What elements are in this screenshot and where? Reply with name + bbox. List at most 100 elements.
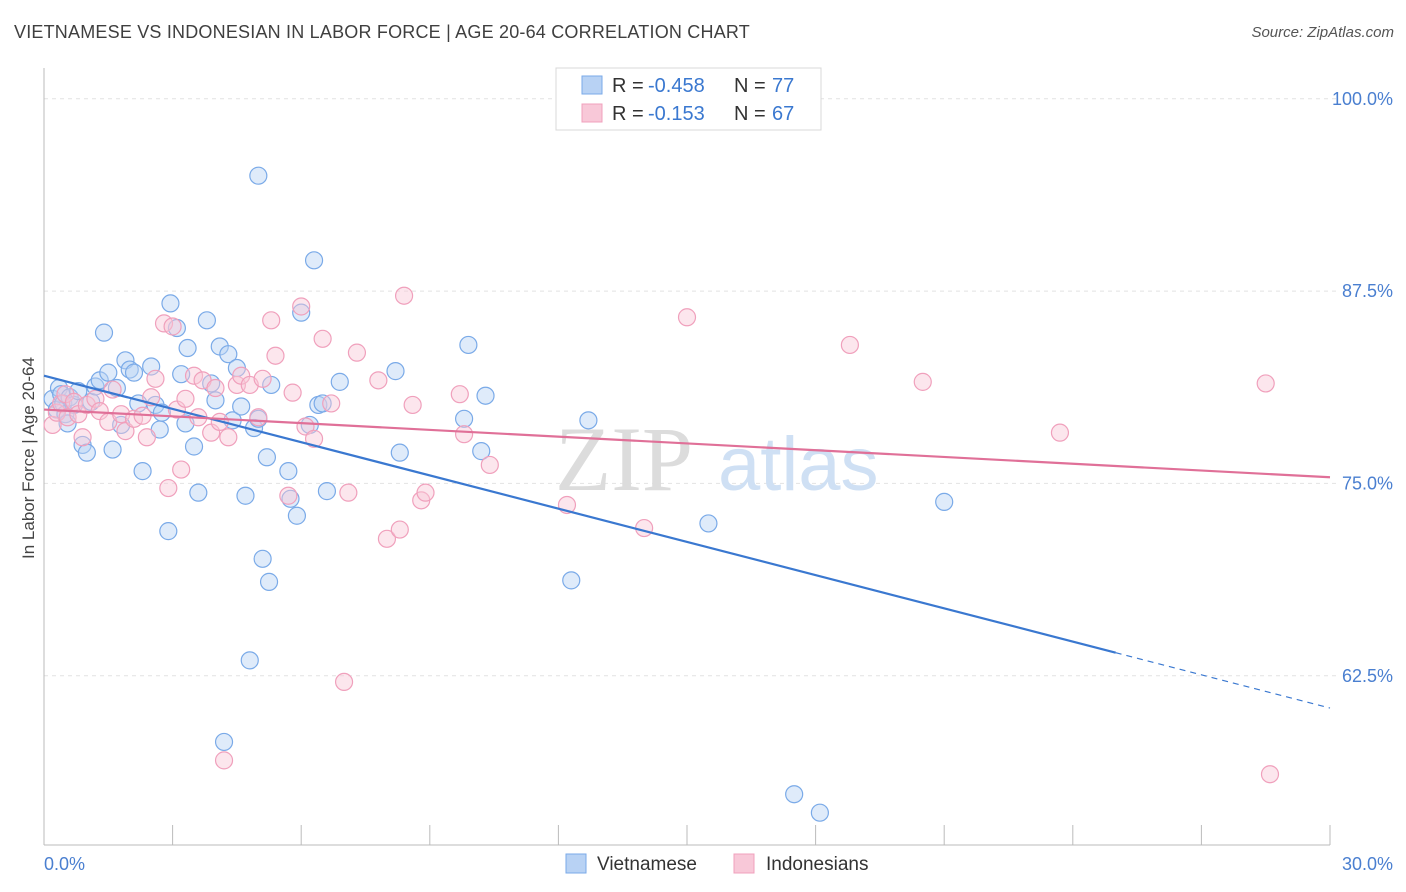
vietnamese-point xyxy=(562,571,581,590)
indonesians-point xyxy=(214,751,234,770)
vietnamese-point xyxy=(579,411,598,430)
chart-source: Source: ZipAtlas.com xyxy=(1251,24,1394,41)
indonesians-point xyxy=(322,394,341,413)
indonesians-point xyxy=(262,311,281,330)
y-tick-label: 62.5% xyxy=(1342,666,1393,686)
vietnamese-point xyxy=(206,391,225,410)
indonesians-point xyxy=(137,428,156,447)
vietnamese-point xyxy=(317,482,337,501)
legend-series-name: Vietnamese xyxy=(597,854,697,875)
vietnamese-point xyxy=(281,489,300,508)
indonesians-point xyxy=(369,371,388,390)
vietnamese-point xyxy=(292,303,311,322)
y-tick-label: 100.0% xyxy=(1332,89,1393,109)
indonesians-point xyxy=(913,372,932,391)
indonesians-point xyxy=(416,483,435,502)
x-tick-labels: 0.0% 30.0% xyxy=(44,854,1393,874)
indonesians-point xyxy=(206,378,225,398)
indonesians-point xyxy=(279,486,298,505)
axes xyxy=(43,68,1331,846)
vietnamese-point xyxy=(161,294,180,313)
legend-r-label: R = xyxy=(612,75,644,97)
vietnamese-point xyxy=(454,409,474,428)
legend-r-label: R = xyxy=(612,103,644,125)
indonesians-point xyxy=(176,389,195,408)
indonesians-point xyxy=(454,425,474,444)
indonesians-point xyxy=(1050,423,1070,442)
vietnamese-point xyxy=(232,397,251,416)
indonesians-point xyxy=(47,403,66,422)
legend-n-label: N = xyxy=(734,75,766,97)
legend-r-value: -0.458 xyxy=(648,75,705,97)
vietnamese-point xyxy=(810,803,829,822)
indonesians-point xyxy=(146,369,165,388)
x-tick-label: 30.0% xyxy=(1342,854,1393,874)
vietnamese-point xyxy=(472,442,491,461)
vietnamese-point xyxy=(240,651,259,670)
stats-legend: R = -0.458 N = 77 R = -0.153 N = 67 xyxy=(555,67,822,131)
vietnamese-point xyxy=(785,785,804,804)
watermark-zip: ZIP xyxy=(555,408,693,510)
legend-series-name: Indonesians xyxy=(766,854,868,875)
legend-swatch xyxy=(733,853,755,874)
vietnamese-point xyxy=(197,311,216,330)
vietnamese-point xyxy=(699,514,718,533)
legend-swatch xyxy=(581,103,603,123)
legend-n-value: 67 xyxy=(772,103,794,125)
vietnamese-point xyxy=(178,338,197,358)
indonesians-point xyxy=(347,343,367,362)
indonesians-point xyxy=(394,286,414,305)
vietnamese-point xyxy=(77,443,96,462)
indonesians-point xyxy=(116,422,135,441)
indonesians-point xyxy=(304,429,324,448)
vietnamese-point xyxy=(189,483,208,502)
indonesians-point xyxy=(184,366,204,385)
indonesians-point xyxy=(313,329,332,348)
y-axis-label: In Labor Force | Age 20-64 xyxy=(19,357,38,559)
vietnamese-point xyxy=(159,522,178,541)
vietnamese-point xyxy=(253,549,272,568)
trend-lines xyxy=(43,374,1331,709)
chart-title: VIETNAMESE VS INDONESIAN IN LABOR FORCE … xyxy=(14,22,750,42)
vietnamese-point xyxy=(236,486,255,505)
indonesians-point xyxy=(172,460,191,479)
vietnamese-point xyxy=(259,572,279,591)
vietnamese-point xyxy=(476,386,495,405)
indonesians-point xyxy=(334,672,354,692)
vietnamese-point xyxy=(390,443,409,462)
indonesians-point xyxy=(677,308,697,327)
indonesians-point xyxy=(292,297,311,316)
indonesians-point xyxy=(377,529,397,548)
vietnamese-point xyxy=(257,448,277,467)
watermark-atlas: atlas xyxy=(718,422,879,507)
indonesians-point xyxy=(1260,765,1280,784)
legend-n-label: N = xyxy=(734,103,766,125)
indonesians-point xyxy=(227,375,246,395)
indonesians-point xyxy=(840,335,859,355)
indonesians-point xyxy=(58,408,77,427)
data-points xyxy=(43,166,1280,822)
vietnamese-point xyxy=(279,462,298,481)
legend-swatch xyxy=(565,853,587,874)
indonesians-point xyxy=(159,478,178,498)
vietnamese-point xyxy=(459,335,478,355)
vietnamese-point xyxy=(330,372,349,391)
vietnamese-point xyxy=(103,440,122,459)
indonesians-point xyxy=(249,408,268,427)
legend-swatch xyxy=(581,75,603,95)
vietnamese-point xyxy=(935,492,954,511)
indonesians-point xyxy=(339,483,358,502)
indonesians-point xyxy=(635,518,654,538)
vietnamese-point xyxy=(214,732,234,752)
vietnamese-point xyxy=(249,166,268,185)
indonesians-point xyxy=(253,369,272,388)
indonesians-point xyxy=(73,428,92,447)
indonesians-point xyxy=(163,317,182,336)
indonesians-point xyxy=(266,346,285,365)
indonesians-point xyxy=(450,385,469,404)
vietnamese-point xyxy=(219,345,238,364)
y-tick-label: 75.0% xyxy=(1342,473,1393,493)
x-tick-label: 0.0% xyxy=(44,854,85,874)
y-tick-labels: 100.0% 87.5% 75.0% 62.5% xyxy=(1332,89,1393,686)
